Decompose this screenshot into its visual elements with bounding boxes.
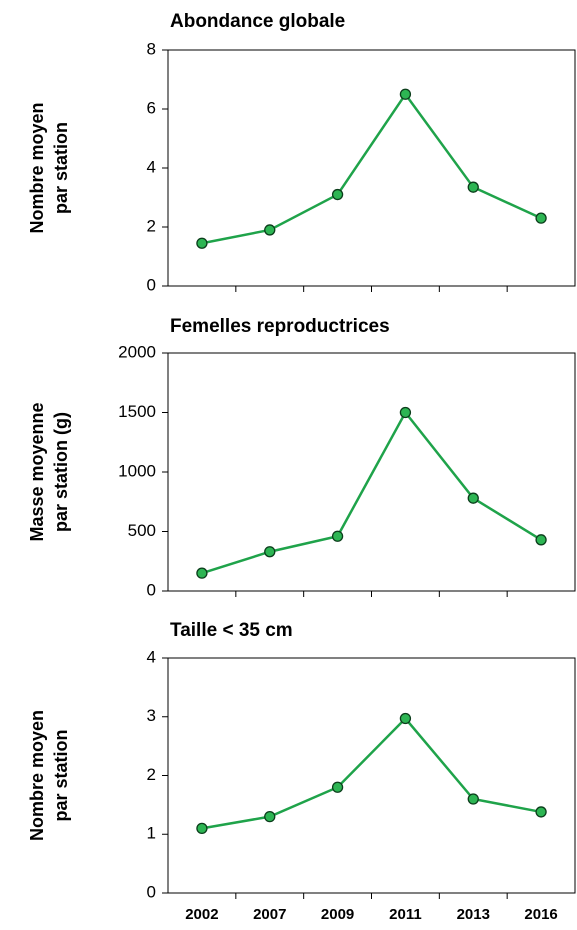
x-tick-label: 2011 — [389, 906, 422, 923]
y-tick-label: 2 — [147, 765, 156, 784]
point — [535, 212, 547, 224]
point — [535, 806, 547, 818]
y-axis-label: par station — [51, 122, 71, 214]
plot-frame — [167, 657, 576, 894]
point — [467, 793, 479, 805]
series-line — [201, 716, 542, 830]
point — [399, 406, 412, 419]
y-tick-label: 2000 — [118, 342, 156, 361]
y-tick-label: 500 — [128, 521, 156, 540]
y-axis-label: par station (g) — [51, 412, 71, 532]
point — [264, 224, 276, 236]
y-axis-label: Nombre moyen — [27, 102, 47, 233]
y-axis-label: par station — [51, 729, 71, 821]
y-tick-label: 1500 — [118, 402, 156, 421]
chart-title: Taille < 35 cm — [170, 620, 293, 641]
point — [467, 492, 479, 504]
point — [467, 181, 479, 193]
y-tick-label: 2 — [147, 216, 156, 235]
point — [399, 88, 412, 100]
point — [535, 534, 547, 546]
y-tick-label: 0 — [147, 580, 156, 599]
y-tick-label: 8 — [147, 39, 156, 58]
series-line — [201, 410, 542, 575]
point — [196, 822, 208, 835]
chart-title: Femelles reproductrices — [170, 316, 390, 337]
y-tick-label: 6 — [147, 98, 156, 117]
point — [196, 237, 208, 249]
y-tick-label: 1 — [147, 824, 156, 843]
y-tick-label: 1000 — [118, 461, 156, 480]
point — [331, 188, 344, 201]
y-tick-label: 0 — [147, 275, 156, 294]
y-tick-label: 0 — [147, 882, 156, 901]
point — [331, 781, 344, 793]
point — [264, 546, 276, 558]
point — [331, 530, 344, 542]
plot-frame — [167, 49, 576, 287]
point — [264, 810, 276, 823]
y-tick-label: 4 — [147, 157, 156, 176]
x-tick-label: 2013 — [457, 906, 490, 923]
x-tick-label: 2016 — [524, 906, 557, 923]
point — [196, 567, 208, 579]
y-tick-label: 3 — [147, 706, 156, 725]
x-tick-label: 2002 — [185, 906, 218, 923]
series-line — [201, 92, 542, 245]
x-tick-label: 2007 — [253, 906, 286, 923]
point — [399, 712, 412, 725]
chart-title: Abondance globale — [170, 11, 345, 32]
y-axis-label: Nombre moyen — [27, 710, 47, 841]
x-tick-label: 2009 — [321, 906, 354, 923]
y-axis-label: Masse moyenne — [27, 402, 47, 541]
y-tick-label: 4 — [147, 647, 156, 666]
